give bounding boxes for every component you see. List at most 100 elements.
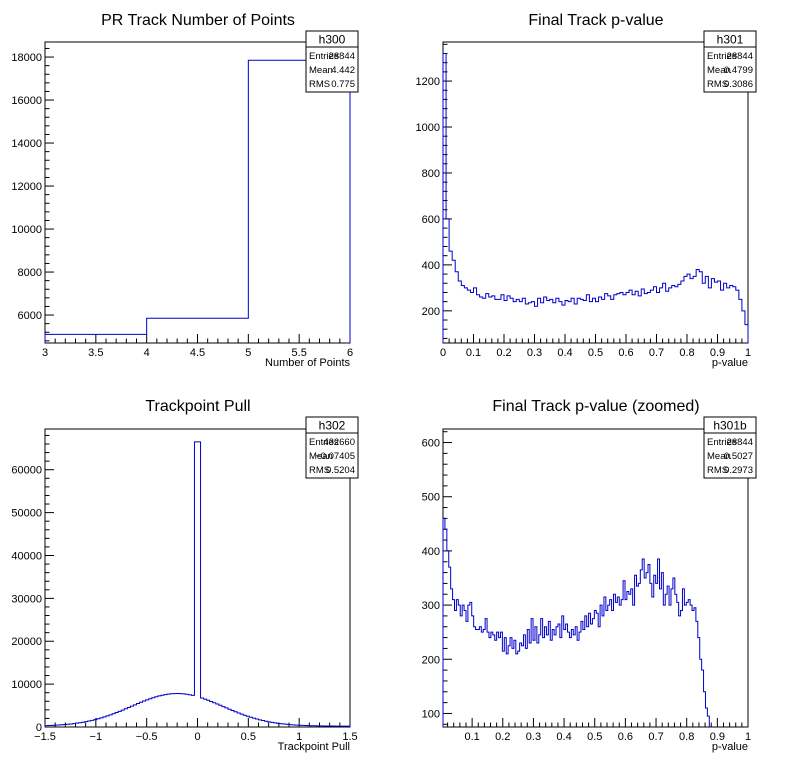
- y-tick-label: 600: [422, 438, 440, 450]
- x-tick-label: 0.8: [679, 731, 694, 743]
- y-tick-label: 800: [422, 168, 440, 180]
- y-tick-label: 200: [422, 306, 440, 318]
- x-tick-label: 0.1: [466, 347, 481, 359]
- x-tick-label: 0.2: [496, 347, 511, 359]
- x-tick-label: −1: [90, 731, 103, 743]
- plot-frame: [442, 428, 749, 728]
- x-tick-label: 0.8: [679, 347, 694, 359]
- y-tick-label: 12000: [11, 181, 42, 193]
- x-axis-label: p-value: [712, 357, 748, 369]
- panel-title: PR Track Number of Points: [101, 12, 295, 29]
- stats-rms: 0.2973: [724, 465, 753, 476]
- y-tick-label: 30000: [11, 593, 42, 605]
- stats-rms: 0.3086: [724, 79, 753, 90]
- x-tick-label: 0.1: [464, 731, 479, 743]
- y-tick-label: 14000: [11, 138, 42, 150]
- y-tick-label: 200: [422, 654, 440, 666]
- y-tick-label: 16000: [11, 95, 42, 107]
- x-tick-label: 4.5: [190, 347, 205, 359]
- stats-entries: 28844: [727, 437, 753, 448]
- stats-entries-label: Entries: [707, 51, 737, 62]
- x-tick-label: 1: [745, 347, 751, 359]
- x-tick-label: 0.4: [557, 347, 572, 359]
- y-tick-label: 1000: [416, 122, 440, 134]
- y-tick-labels: 6000 8000 10000 12000 14000 16000 18000: [11, 52, 42, 322]
- y-tick-label: 10000: [11, 224, 42, 236]
- x-tick-label: 0.3: [527, 347, 542, 359]
- y-tick-label: 600: [422, 214, 440, 226]
- panel-pvalue: Final Track p-value 0 0.1 0.2 0.3 0.4 0.5 0.6 0…: [416, 12, 757, 369]
- x-tick-labels: 3 3.5 4 4.5 5 5.5 6: [42, 347, 353, 359]
- stats-name: h301b: [713, 419, 747, 433]
- x-tick-label: 0.7: [648, 731, 663, 743]
- plot-frame: [44, 428, 351, 728]
- histogram-line: [44, 59, 351, 343]
- stats-rms-label: RMS: [707, 79, 728, 90]
- stats-rms: 0.775: [331, 79, 355, 90]
- x-tick-label: 0.5: [588, 347, 603, 359]
- stats-entries: 28844: [329, 51, 355, 62]
- stats-mean: 0.5027: [724, 451, 753, 462]
- stats-name: h301: [717, 33, 744, 47]
- y-tick-label: 50000: [11, 508, 42, 520]
- x-tick-label: −0.5: [136, 731, 158, 743]
- stats-rms-label: RMS: [309, 79, 330, 90]
- y-tick-labels: 100 200 300 400 500 600: [422, 438, 440, 721]
- x-tick-label: 1.5: [342, 731, 357, 743]
- x-tick-labels: 0 0.1 0.2 0.3 0.4 0.5 0.6 0.7 0.8 0.9 1: [440, 347, 751, 359]
- x-tick-label: 1: [745, 731, 751, 743]
- stats-mean-label: Mean: [309, 65, 333, 76]
- x-tick-labels: −1.5 −1 −0.5 0 0.5 1 1.5: [34, 731, 358, 743]
- x-tick-label: 1: [296, 731, 302, 743]
- stats-entries: 432660: [323, 437, 355, 448]
- y-tick-label: 10000: [11, 679, 42, 691]
- stats-mean-label: Mean: [309, 451, 333, 462]
- y-tick-labels: 0 10000 20000 30000 40000 50000 60000: [11, 465, 42, 734]
- y-tick-label: 18000: [11, 52, 42, 64]
- y-tick-label: 8000: [18, 267, 42, 279]
- x-tick-label: 5: [245, 347, 251, 359]
- x-tick-label: 0.5: [587, 731, 602, 743]
- x-tick-label: 0.7: [649, 347, 664, 359]
- x-axis-label: p-value: [712, 741, 748, 753]
- x-tick-label: 0: [194, 731, 200, 743]
- stats-rms-label: RMS: [309, 465, 330, 476]
- y-tick-label: 40000: [11, 550, 42, 562]
- stats-box-h301: h301 Entries 28844 Mean 0.4799 RMS 0.308…: [703, 30, 757, 93]
- x-tick-label: 3.5: [88, 347, 103, 359]
- y-tick-label: 300: [422, 600, 440, 612]
- y-tick-label: 500: [422, 492, 440, 504]
- stats-entries-label: Entries: [309, 51, 339, 62]
- panel-title: Trackpoint Pull: [145, 398, 250, 415]
- panel-title: Final Track p-value: [528, 12, 663, 29]
- histogram-line: [442, 517, 710, 727]
- stats-entries-label: Entries: [707, 437, 737, 448]
- panel-pvalue-zoomed: Final Track p-value (zoomed) 0.1 0.2 0.3 0.…: [422, 398, 757, 753]
- stats-mean-label: Mean: [707, 451, 731, 462]
- y-tick-label: 6000: [18, 310, 42, 322]
- stats-box-h302: h302 Entries 432660 Mean −0.07405 RMS 0.…: [305, 416, 359, 479]
- stats-mean: −0.07405: [315, 451, 355, 462]
- stats-entries-label: Entries: [309, 437, 339, 448]
- x-axis-label: Number of Points: [265, 357, 350, 369]
- x-tick-label: 6: [347, 347, 353, 359]
- x-tick-label: 5.5: [292, 347, 307, 359]
- stats-box-h300: h300 Entries 28844 Mean 4.442 RMS 0.775: [305, 30, 359, 93]
- x-tick-label: 0.9: [710, 347, 725, 359]
- panel-trackpoint-pull: Trackpoint Pull −1.5 −1 −0.5 0 0.5 1 1.5 0 1000…: [11, 398, 359, 753]
- stats-entries: 28844: [727, 51, 753, 62]
- x-tick-label: 0.5: [241, 731, 256, 743]
- y-tick-label: 400: [422, 546, 440, 558]
- x-tick-label: 0.3: [526, 731, 541, 743]
- y-tick-label: 400: [422, 260, 440, 272]
- stats-box-h301b: h301b Entries 28844 Mean 0.5027 RMS 0.29…: [703, 416, 757, 479]
- y-tick-label: 100: [422, 708, 440, 720]
- x-axis-label: Trackpoint Pull: [278, 741, 350, 753]
- stats-rms-label: RMS: [707, 465, 728, 476]
- x-tick-label: 4: [144, 347, 150, 359]
- plot-frame: [44, 41, 351, 344]
- x-tick-label: −1.5: [34, 731, 56, 743]
- panel-track-points: PR Track Number of Points 3 3.5 4 4.5 5 5.5 6 …: [11, 12, 359, 369]
- histogram-line: [44, 441, 351, 727]
